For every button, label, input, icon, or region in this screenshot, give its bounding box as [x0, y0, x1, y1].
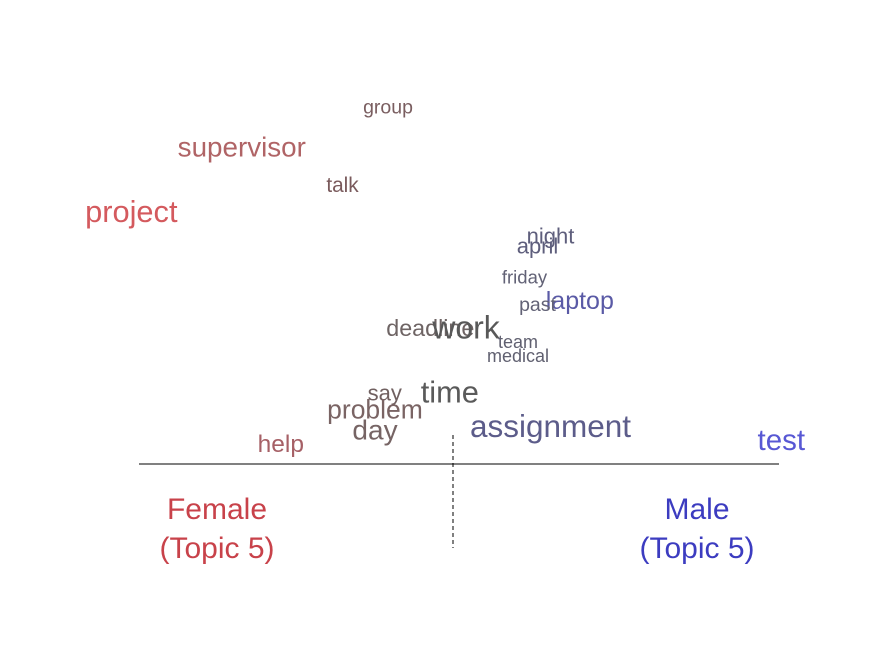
word-say: say [368, 380, 402, 405]
female-label-line2: (Topic 5) [159, 532, 274, 565]
male-label-line2: (Topic 5) [639, 532, 754, 565]
word-time: time [421, 375, 479, 410]
word-problem: problem [327, 395, 423, 425]
word-talk: talk [326, 174, 359, 197]
word-past: past [519, 294, 556, 316]
word-night: night [527, 224, 575, 249]
word-work: work [431, 309, 501, 345]
word-day: day [352, 414, 397, 445]
word-supervisor: supervisor [178, 131, 306, 162]
word-group: group [363, 96, 413, 118]
word-test: test [758, 424, 806, 457]
word-team: team [498, 332, 538, 352]
male-label-line1: Male [664, 493, 729, 526]
word-help: help [258, 431, 304, 458]
word-project: project [85, 194, 178, 229]
word-assignment: assignment [470, 408, 631, 444]
female-label-line1: Female [167, 493, 267, 526]
word-laptop: laptop [546, 287, 614, 315]
word-deadline: deadline [386, 315, 474, 341]
word-friday: friday [502, 266, 548, 287]
word-medical: medical [487, 346, 549, 366]
word-april: april [517, 234, 559, 259]
